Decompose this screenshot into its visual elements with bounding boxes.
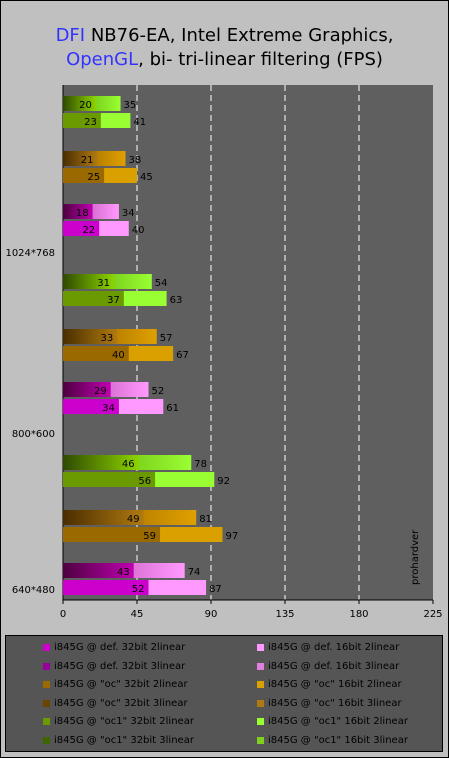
bar-32bit <box>63 455 139 470</box>
data-label-16bit: 74 <box>188 567 201 578</box>
data-label-32bit: 25 <box>87 172 100 183</box>
legend-label: i845G @ def. 32bit 3linear <box>54 660 186 672</box>
bar-32bit <box>63 510 144 525</box>
legend-swatch <box>43 681 50 688</box>
bar-32bit <box>63 168 105 183</box>
chart-title: DFI NB76-EA, Intel Extreme Graphics, Ope… <box>0 24 449 72</box>
x-tick-label: 45 <box>131 609 144 620</box>
legend-swatch <box>257 681 264 688</box>
bar-32bit <box>63 274 114 289</box>
legend-label: i845G @ "oc" 16bit 3linear <box>268 697 402 709</box>
legend-swatch <box>257 718 264 725</box>
legend-label: i845G @ "oc1" 32bit 3linear <box>54 734 194 746</box>
bar-32bit <box>63 563 134 578</box>
category-label: 800*600 <box>12 429 55 440</box>
data-label-16bit: 87 <box>209 584 222 595</box>
x-tick-label: 90 <box>205 609 218 620</box>
data-label-32bit: 31 <box>97 278 110 289</box>
data-label-16bit: 41 <box>133 117 146 128</box>
data-label-16bit: 45 <box>140 172 153 183</box>
bar-32bit <box>63 329 118 344</box>
data-label-32bit: 40 <box>112 350 125 361</box>
x-tick-label: 0 <box>60 609 66 620</box>
title-rest-2: , bi- tri-linear filtering (FPS) <box>138 49 383 70</box>
bar-32bit <box>63 221 100 236</box>
data-label-16bit: 40 <box>132 225 145 236</box>
data-label-16bit: 97 <box>226 531 239 542</box>
legend-label: i845G @ "oc1" 16bit 2linear <box>268 716 408 727</box>
data-label-32bit: 59 <box>143 531 156 542</box>
legend-swatch <box>257 736 264 744</box>
legend-swatch <box>43 718 50 725</box>
legend-label: i845G @ def. 16bit 2linear <box>268 642 400 653</box>
legend: i845G @ def. 32bit 2linear i845G @ def. 1… <box>5 635 443 752</box>
legend-label: i845G @ "oc" 32bit 3linear <box>54 697 188 709</box>
bar-32bit <box>63 580 149 595</box>
bar-32bit <box>63 291 124 306</box>
data-label-32bit: 22 <box>82 225 95 236</box>
title-rest-1: NB76-EA, Intel Extreme Graphics, <box>85 25 394 46</box>
data-label-32bit: 34 <box>102 403 115 414</box>
data-label-16bit: 34 <box>122 208 135 219</box>
legend-label: i845G @ "oc" 16bit 2linear <box>268 679 402 690</box>
data-label-32bit: 20 <box>79 100 92 111</box>
data-label-16bit: 67 <box>176 350 189 361</box>
legend-swatch <box>43 699 50 707</box>
data-label-16bit: 61 <box>166 403 179 414</box>
bar-32bit <box>63 527 161 542</box>
data-label-16bit: 81 <box>199 514 212 525</box>
data-label-32bit: 18 <box>76 208 89 219</box>
legend-label: i845G @ "oc1" 16bit 3linear <box>268 734 408 746</box>
legend-swatch <box>257 644 264 651</box>
x-tick-label: 135 <box>275 609 294 620</box>
bar-32bit <box>63 204 93 219</box>
data-label-16bit: 54 <box>155 278 168 289</box>
data-label-32bit: 49 <box>127 514 140 525</box>
legend-swatch <box>257 662 264 670</box>
data-label-32bit: 29 <box>94 386 107 397</box>
bar-32bit <box>63 113 101 128</box>
data-label-16bit: 63 <box>170 295 183 306</box>
title-brand-2: OpenGL <box>66 49 139 70</box>
bar-32bit <box>63 382 111 397</box>
data-label-32bit: 37 <box>107 295 120 306</box>
data-label-16bit: 57 <box>160 333 173 344</box>
bar-32bit <box>63 96 96 111</box>
bar-32bit <box>63 346 129 361</box>
data-label-32bit: 33 <box>101 333 114 344</box>
x-tick-label: 225 <box>423 609 442 620</box>
watermark: prohardver <box>410 529 421 585</box>
data-label-32bit: 23 <box>84 117 97 128</box>
data-label-16bit: 78 <box>194 459 207 470</box>
title-line-2: OpenGL, bi- tri-linear filtering (FPS) <box>0 48 449 72</box>
data-label-32bit: 56 <box>138 476 151 487</box>
legend-label: i845G @ def. 16bit 3linear <box>268 660 400 672</box>
data-label-32bit: 21 <box>81 155 94 166</box>
legend-swatch <box>257 699 264 707</box>
legend-label: i845G @ "oc1" 32bit 2linear <box>54 716 194 727</box>
legend-label: i845G @ def. 32bit 2linear <box>54 642 186 653</box>
bar-32bit <box>63 472 156 487</box>
legend-swatch <box>43 736 50 744</box>
legend-label: i845G @ "oc" 32bit 2linear <box>54 679 188 690</box>
data-label-32bit: 52 <box>132 584 145 595</box>
bar-32bit <box>63 151 98 166</box>
bar-32bit <box>63 399 119 414</box>
bar-chart: 0 45 90 135 180 225 prohardver 20 35 23 41 21 38 25 45… <box>5 85 443 620</box>
x-tick-label: 180 <box>349 609 368 620</box>
data-label-16bit: 38 <box>128 155 141 166</box>
category-label: 1024*768 <box>5 248 55 259</box>
data-label-32bit: 43 <box>117 567 130 578</box>
legend-swatch <box>43 644 50 651</box>
data-label-16bit: 92 <box>217 476 230 487</box>
data-label-16bit: 35 <box>124 100 137 111</box>
data-label-32bit: 46 <box>122 459 135 470</box>
legend-swatch <box>43 662 50 670</box>
data-label-16bit: 52 <box>152 386 165 397</box>
title-line-1: DFI NB76-EA, Intel Extreme Graphics, <box>0 24 449 48</box>
category-label: 640*480 <box>12 585 55 596</box>
title-brand-1: DFI <box>55 25 86 46</box>
